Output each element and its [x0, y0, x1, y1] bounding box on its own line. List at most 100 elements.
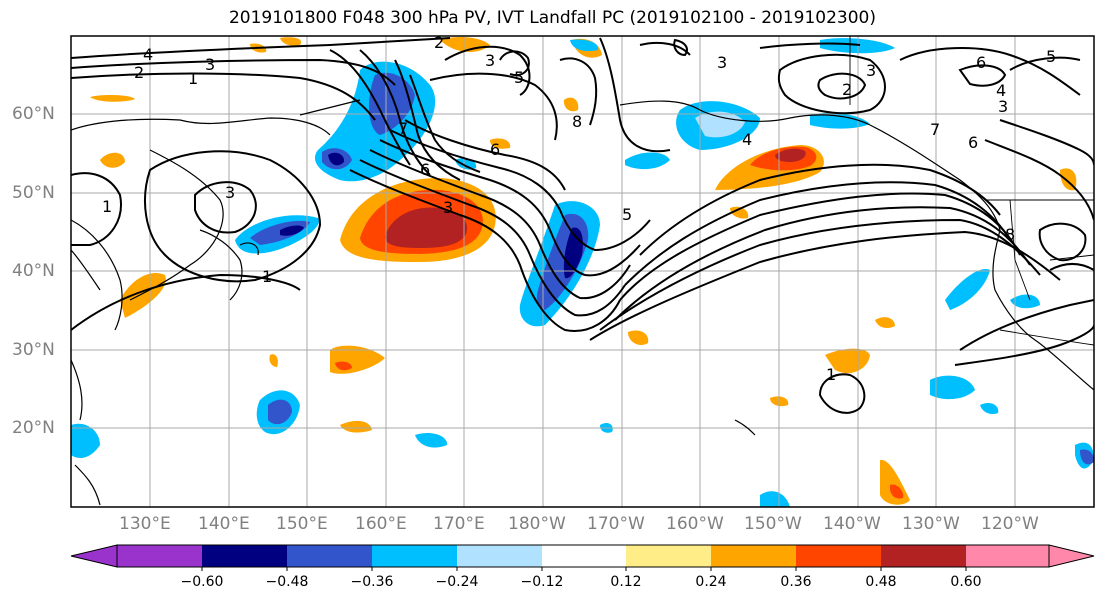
map-title: 2019101800 F048 300 hPa PV, IVT Landfall…	[228, 8, 876, 28]
negative-anomaly-region	[1010, 294, 1040, 309]
contour-label: 8	[572, 112, 582, 131]
positive-anomaly-region	[730, 206, 749, 219]
positive-anomaly-region	[889, 484, 904, 499]
negative-anomaly-region	[455, 157, 477, 170]
positive-anomaly-region	[775, 148, 806, 162]
negative-anomaly-region	[980, 402, 999, 415]
lon-label: 160°W	[666, 514, 724, 534]
negative-anomaly-region	[695, 111, 745, 138]
positive-anomaly-region	[335, 361, 352, 371]
pv-anomaly-shading	[71, 37, 1094, 507]
contour-label: 8	[1005, 225, 1015, 244]
contour-label: 2	[842, 80, 852, 99]
colorbar-segment	[711, 545, 796, 567]
colorbar-segment	[626, 545, 711, 567]
lat-label: 40°N	[12, 261, 55, 281]
contour-label: 4	[742, 130, 752, 149]
lat-label: 20°N	[12, 418, 55, 438]
lon-label: 130°E	[119, 514, 171, 534]
contour-label: 7	[930, 120, 940, 139]
lon-label: 170°W	[587, 514, 645, 534]
graticule	[71, 36, 1094, 507]
positive-anomaly-region	[825, 348, 870, 374]
contour-label: 6	[968, 133, 978, 152]
positive-anomaly-region	[384, 207, 467, 248]
contour-label: 5	[622, 205, 632, 224]
contour-label: 4	[996, 81, 1006, 100]
positive-anomaly-region	[90, 94, 135, 102]
contour-label: 3	[225, 183, 235, 202]
contour-label: 3	[205, 55, 215, 74]
contour-label: 4	[143, 45, 153, 64]
colorbar-tick-label: 0.36	[780, 574, 812, 590]
contour-label: 7	[398, 119, 408, 138]
contour-label: 6	[490, 140, 500, 159]
colorbar-segment	[457, 545, 542, 567]
contour-label: 1	[262, 267, 272, 286]
borders	[849, 36, 1094, 346]
positive-anomaly-region	[280, 37, 302, 46]
lon-label: 130°W	[902, 514, 960, 534]
contour-label: 2	[134, 63, 144, 82]
colorbar-tick-label: −0.12	[520, 574, 564, 590]
negative-anomaly-region	[945, 269, 990, 310]
positive-anomaly-region	[269, 354, 278, 367]
colorbar-segment	[542, 545, 626, 567]
colorbar-tick-label: −0.36	[350, 574, 394, 590]
positive-anomaly-region	[875, 317, 895, 328]
negative-anomaly-region	[328, 152, 345, 166]
colorbar-segment	[372, 545, 457, 567]
positive-anomaly-region	[880, 459, 910, 505]
negative-anomaly-region	[570, 39, 599, 52]
colorbar-segment	[117, 545, 202, 567]
contour-label: 5	[514, 68, 524, 87]
lon-label: 170°E	[433, 514, 485, 534]
contour-label: 2	[434, 33, 444, 52]
colorbar-tick-label: −0.24	[435, 574, 479, 590]
negative-anomaly-region	[760, 491, 790, 507]
contour-label: 3	[485, 51, 495, 70]
negative-anomaly-region	[1080, 449, 1094, 465]
lon-label: 120°W	[981, 514, 1039, 534]
negative-anomaly-region	[268, 399, 292, 425]
lat-label: 60°N	[12, 104, 55, 124]
contour-labels: 4 3 2 1 3 5 7 8 6 2 6 3 3 2 4 5 6 7 8 3 …	[102, 33, 1056, 384]
lon-label: 150°E	[276, 514, 328, 534]
colorbar	[70, 544, 1095, 571]
positive-anomaly-region	[628, 330, 649, 345]
negative-anomaly-region	[625, 152, 670, 170]
contour-label: 6	[976, 53, 986, 72]
colorbar-extend-low	[70, 544, 118, 568]
contour-label: 6	[420, 160, 430, 179]
positive-anomaly-region	[340, 420, 372, 433]
positive-anomaly-region	[440, 37, 490, 52]
lon-label: 140°W	[823, 514, 881, 534]
lat-label: 30°N	[12, 340, 55, 360]
negative-anomaly-region	[368, 72, 415, 135]
contour-label: 3	[443, 198, 453, 217]
positive-anomaly-region	[100, 152, 125, 168]
contour-label: 3	[866, 61, 876, 80]
colorbar-tick-label: 0.60	[950, 574, 982, 590]
coastlines	[71, 99, 1094, 506]
negative-anomaly-region	[930, 375, 975, 400]
colorbar-segment	[287, 545, 372, 567]
negative-anomaly-region	[280, 225, 304, 236]
contour-label: 3	[998, 97, 1008, 116]
map-frame	[70, 35, 1095, 508]
contour-label: 5	[1046, 47, 1056, 66]
colorbar-segment	[881, 545, 966, 567]
contour-label: 3	[717, 53, 727, 72]
negative-anomaly-region	[415, 433, 448, 448]
positive-anomaly-region	[490, 138, 511, 149]
colorbar-segment	[796, 545, 881, 567]
lon-label: 140°E	[198, 514, 250, 534]
positive-anomaly-region	[563, 97, 579, 112]
contour-label: 1	[188, 69, 198, 88]
negative-anomaly-region	[810, 112, 870, 129]
positive-anomaly-region	[120, 272, 166, 318]
contour-label: 1	[826, 365, 836, 384]
colorbar-extend-high	[1048, 544, 1095, 568]
colorbar-tick-label: 0.48	[865, 574, 897, 590]
